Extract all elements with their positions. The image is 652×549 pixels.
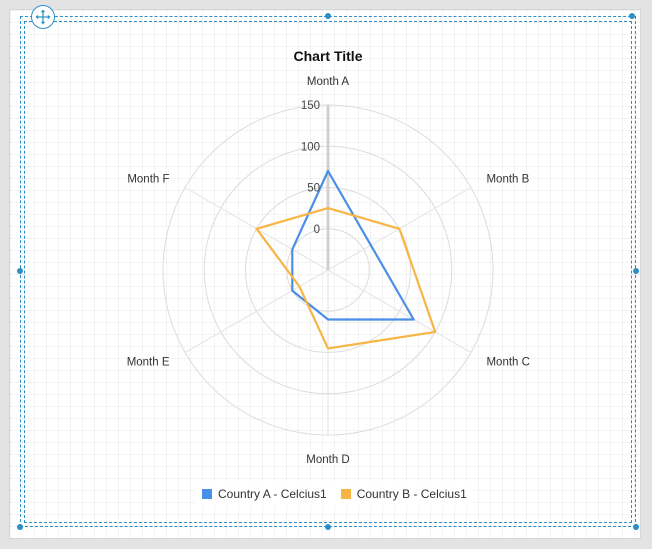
- legend-item-country-a[interactable]: Country A - Celcius1: [202, 487, 327, 501]
- move-arrows-icon: [35, 9, 51, 25]
- category-label: Month B: [486, 174, 529, 186]
- series-line-1[interactable]: [291, 169, 415, 321]
- radial-tick-label: 150: [301, 100, 320, 112]
- category-label: Month C: [486, 357, 529, 369]
- resize-handle-left[interactable]: [17, 268, 23, 274]
- grid-spoke: [327, 269, 472, 353]
- chart-legend: Country A - Celcius1 Country B - Celcius…: [196, 482, 473, 506]
- legend-item-country-b[interactable]: Country B - Celcius1: [340, 487, 467, 501]
- legend-label: Country A - Celcius1: [218, 487, 327, 501]
- series-line-2[interactable]: [255, 207, 437, 350]
- radar-labels: 0 50 100 150 Month A Month B Month C Month D Mon…: [127, 76, 530, 466]
- selection-border-inner: [24, 21, 632, 523]
- legend-swatch: [202, 489, 212, 499]
- category-label: Month E: [127, 357, 170, 369]
- radar-series: [255, 169, 437, 350]
- category-label: Month D: [306, 454, 349, 466]
- resize-handle-bottom-right[interactable]: [633, 524, 639, 530]
- resize-handle-top[interactable]: [325, 13, 331, 19]
- grid-spoke: [184, 269, 329, 353]
- resize-handle-top-right[interactable]: [629, 13, 635, 19]
- designer-canvas: [9, 9, 641, 539]
- radial-tick-label: 0: [314, 224, 320, 236]
- radial-tick-label: 100: [301, 141, 320, 153]
- resize-handle-bottom-left[interactable]: [17, 524, 23, 530]
- legend-label: Country B - Celcius1: [356, 487, 467, 501]
- category-label: Month A: [307, 76, 350, 88]
- resize-handle-right[interactable]: [633, 268, 639, 274]
- move-handle[interactable]: [31, 5, 55, 29]
- radial-tick-label: 50: [307, 183, 320, 195]
- legend-swatch: [340, 489, 351, 499]
- resize-handle-bottom[interactable]: [325, 524, 331, 530]
- category-label: Month F: [127, 174, 169, 186]
- chart-title: Chart Title: [294, 48, 363, 64]
